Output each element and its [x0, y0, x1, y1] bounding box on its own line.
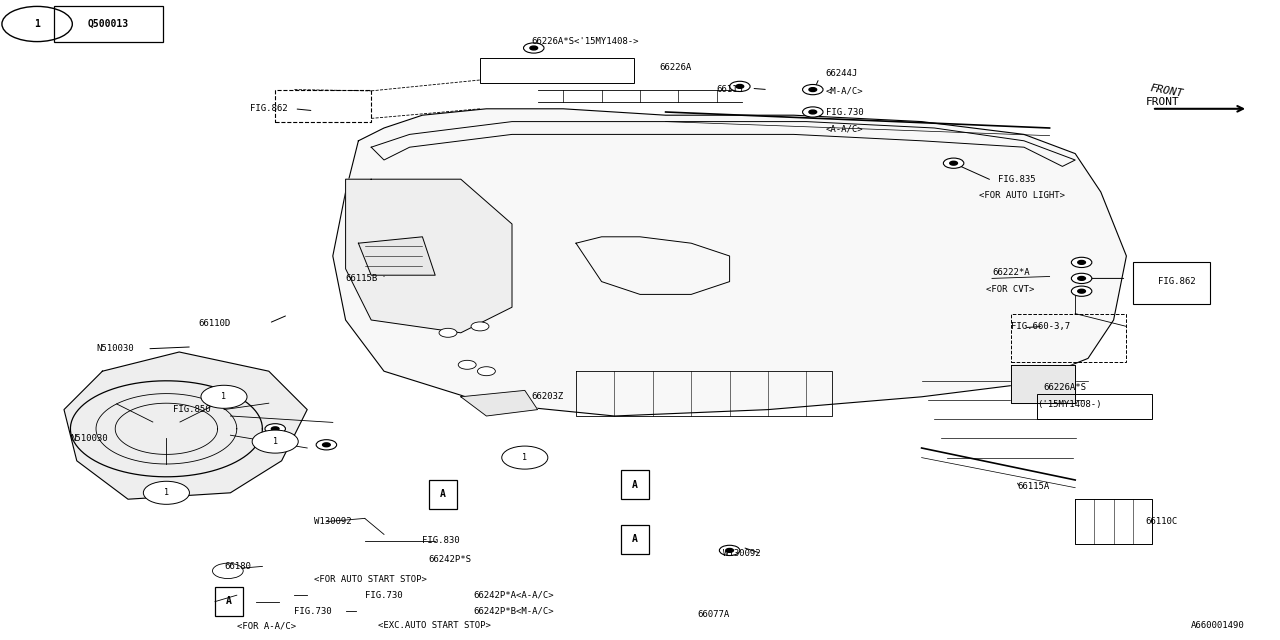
- Text: A660001490: A660001490: [1190, 621, 1244, 630]
- Text: FIG.730: FIG.730: [365, 591, 402, 600]
- Text: 66110D: 66110D: [198, 319, 230, 328]
- Circle shape: [530, 46, 538, 50]
- Circle shape: [201, 385, 247, 408]
- Bar: [54, 6, 163, 42]
- Bar: [429, 480, 457, 509]
- Text: A: A: [632, 480, 637, 490]
- Circle shape: [1078, 276, 1085, 280]
- Circle shape: [271, 427, 279, 431]
- Text: <M-A/C>: <M-A/C>: [826, 86, 863, 95]
- Text: W130092: W130092: [314, 517, 351, 526]
- Text: FIG.862: FIG.862: [250, 104, 287, 113]
- Circle shape: [143, 481, 189, 504]
- Text: <FOR AUTO START STOP>: <FOR AUTO START STOP>: [314, 575, 426, 584]
- Circle shape: [212, 563, 243, 579]
- Circle shape: [316, 440, 337, 450]
- Text: 66226A*S: 66226A*S: [1043, 383, 1087, 392]
- Polygon shape: [461, 390, 538, 416]
- Circle shape: [471, 322, 489, 331]
- Text: ('15MY1408-): ('15MY1408-): [1037, 400, 1101, 409]
- Text: <FOR A-A/C>: <FOR A-A/C>: [237, 621, 296, 630]
- Text: A: A: [227, 596, 232, 606]
- Circle shape: [736, 84, 744, 88]
- Text: 1: 1: [35, 19, 40, 29]
- Text: 1: 1: [164, 488, 169, 497]
- Text: 66110C: 66110C: [1146, 517, 1178, 526]
- Polygon shape: [64, 352, 307, 499]
- Bar: [215, 587, 243, 616]
- Circle shape: [477, 367, 495, 376]
- Text: FIG.830: FIG.830: [422, 536, 460, 545]
- Text: 66226A*S<'15MY1408->: 66226A*S<'15MY1408->: [531, 37, 639, 46]
- Circle shape: [439, 328, 457, 337]
- Text: W130092: W130092: [723, 549, 760, 558]
- Text: FRONT: FRONT: [1146, 97, 1179, 108]
- Circle shape: [458, 360, 476, 369]
- Text: FRONT: FRONT: [1149, 83, 1184, 99]
- Circle shape: [323, 443, 330, 447]
- Circle shape: [502, 446, 548, 469]
- Polygon shape: [1011, 365, 1075, 403]
- Text: FIG.730: FIG.730: [294, 607, 332, 616]
- Text: 1: 1: [273, 437, 278, 446]
- Text: 66242P*S: 66242P*S: [429, 556, 472, 564]
- Circle shape: [524, 43, 544, 53]
- Text: N510030: N510030: [96, 344, 133, 353]
- Circle shape: [1071, 257, 1092, 268]
- Text: 66226A: 66226A: [659, 63, 691, 72]
- Text: <EXC.AUTO START STOP>: <EXC.AUTO START STOP>: [378, 621, 490, 630]
- Text: 1: 1: [221, 392, 227, 401]
- Circle shape: [809, 88, 817, 92]
- Polygon shape: [333, 109, 1126, 416]
- Circle shape: [943, 158, 964, 168]
- Text: FIG.730: FIG.730: [826, 108, 863, 116]
- Text: 66242P*B<M-A/C>: 66242P*B<M-A/C>: [474, 607, 554, 616]
- Circle shape: [726, 548, 733, 552]
- Text: 1: 1: [522, 453, 527, 462]
- Text: 66244J: 66244J: [826, 69, 858, 78]
- Text: 66222*A: 66222*A: [992, 268, 1029, 276]
- Circle shape: [1071, 273, 1092, 284]
- Text: FIG.850: FIG.850: [173, 405, 210, 414]
- Bar: [621, 470, 649, 499]
- Text: 66180: 66180: [224, 562, 251, 571]
- Polygon shape: [346, 179, 512, 333]
- Polygon shape: [358, 237, 435, 275]
- Text: 66242P*A<A-A/C>: 66242P*A<A-A/C>: [474, 591, 554, 600]
- Text: 66115B: 66115B: [346, 274, 378, 283]
- Bar: [621, 525, 649, 554]
- Circle shape: [809, 110, 817, 114]
- Circle shape: [1071, 286, 1092, 296]
- Circle shape: [950, 161, 957, 165]
- Text: <FOR AUTO LIGHT>: <FOR AUTO LIGHT>: [979, 191, 1065, 200]
- Text: <A-A/C>: <A-A/C>: [826, 125, 863, 134]
- Circle shape: [719, 545, 740, 556]
- Text: 66115: 66115: [717, 85, 744, 94]
- Text: FIG.862: FIG.862: [1158, 277, 1196, 286]
- Circle shape: [730, 81, 750, 92]
- Text: Q500013: Q500013: [87, 19, 129, 29]
- Circle shape: [1, 6, 72, 42]
- Circle shape: [803, 84, 823, 95]
- Circle shape: [265, 424, 285, 434]
- Circle shape: [252, 430, 298, 453]
- Text: A: A: [632, 534, 637, 544]
- Text: 66077A: 66077A: [698, 610, 730, 619]
- Text: FIG.660-3,7: FIG.660-3,7: [1011, 322, 1070, 331]
- Circle shape: [1078, 289, 1085, 293]
- Text: N510030: N510030: [70, 434, 108, 443]
- Text: 66203Z: 66203Z: [531, 392, 563, 401]
- Text: A: A: [440, 490, 445, 499]
- Text: FIG.835: FIG.835: [998, 175, 1036, 184]
- Circle shape: [1078, 260, 1085, 264]
- Circle shape: [803, 107, 823, 117]
- Text: 66115A: 66115A: [1018, 482, 1050, 491]
- Text: <FOR CVT>: <FOR CVT>: [986, 285, 1034, 294]
